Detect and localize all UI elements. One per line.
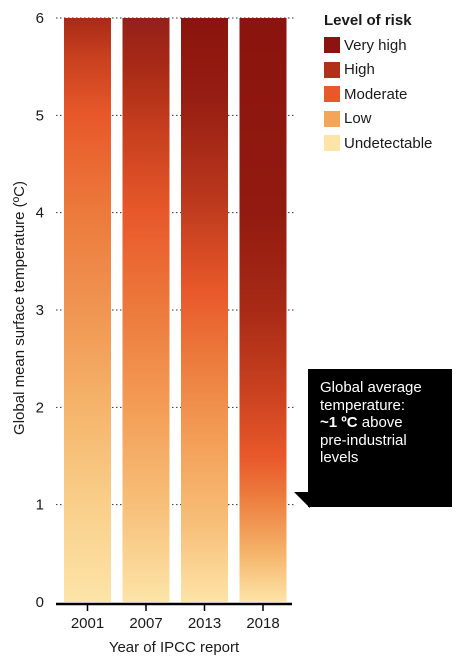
callout-pointer — [294, 492, 310, 508]
legend-swatch — [324, 135, 340, 152]
y-tick-label: 2 — [36, 399, 44, 416]
x-tick-label: 2013 — [188, 615, 221, 632]
legend-swatch — [324, 86, 340, 103]
callout-line: pre-industrial — [320, 431, 407, 449]
x-axis-title: Year of IPCC report — [109, 639, 240, 656]
y-tick-label: 3 — [36, 302, 44, 319]
bar-2007 — [122, 18, 170, 602]
x-tick-label: 2001 — [71, 615, 104, 632]
legend-swatch — [324, 61, 340, 78]
callout-line: temperature: — [320, 396, 406, 414]
legend-item: Moderate — [324, 82, 432, 107]
bar-2018 — [239, 18, 287, 602]
legend: Level of risk Very high High Moderate Low Un… — [324, 12, 432, 156]
y-tick-label: 0 — [36, 594, 44, 611]
y-tick-label: 6 — [36, 10, 44, 27]
bar-2013 — [181, 18, 228, 602]
y-axis-ticks: 0 1 2 3 4 5 6 — [36, 10, 44, 611]
y-tick-label: 1 — [36, 497, 44, 514]
callout-box: Global average temperature: ~1 ºC above … — [308, 369, 452, 507]
y-tick-label: 4 — [36, 205, 44, 222]
callout-line: ~1 ºC above — [320, 414, 444, 432]
legend-item: Low — [324, 107, 432, 132]
callout-bold-value: ~1 ºC — [320, 414, 358, 431]
legend-label: High — [344, 61, 375, 79]
legend-label: Undetectable — [344, 134, 433, 152]
callout-line: Global average — [320, 379, 422, 396]
bars — [64, 18, 287, 602]
legend-swatch — [324, 37, 340, 54]
callout-line: levels — [320, 449, 359, 466]
legend-item: High — [324, 58, 432, 83]
legend-item: Very high — [324, 33, 432, 58]
y-tick-label: 5 — [36, 107, 44, 124]
legend-swatch — [324, 110, 340, 127]
legend-item: Undetectable — [324, 131, 432, 156]
legend-label: Low — [344, 110, 372, 128]
x-tick-label: 2007 — [129, 615, 162, 632]
callout-line-rest: above — [357, 414, 403, 431]
x-tick-label: 2018 — [246, 615, 279, 632]
legend-title: Level of risk — [324, 12, 412, 29]
bar-2001 — [64, 18, 111, 602]
x-axis-ticks: 2001 2007 2013 2018 — [71, 604, 280, 632]
legend-label: Very high — [344, 36, 407, 54]
legend-label: Moderate — [344, 85, 408, 103]
y-axis-title: Global mean surface temperature (ºC) — [11, 181, 28, 435]
